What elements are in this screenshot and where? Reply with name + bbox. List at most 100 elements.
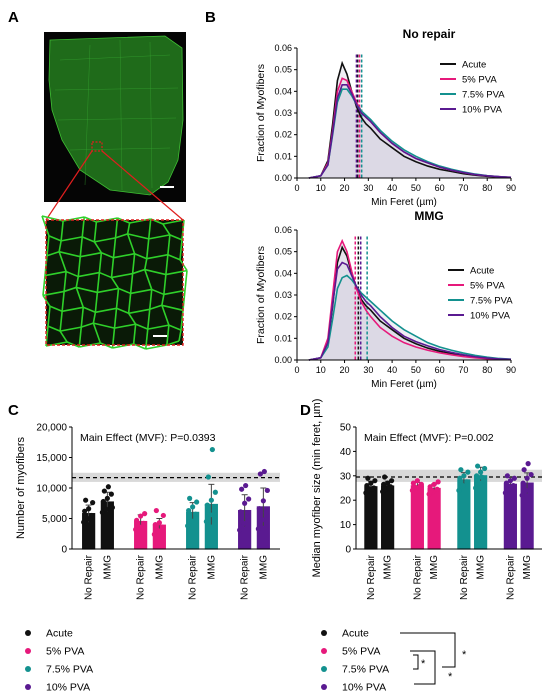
data-point	[260, 498, 266, 504]
bar	[427, 487, 441, 550]
data-point	[434, 486, 440, 492]
y-axis-label: Fraction of Myofibers	[255, 64, 267, 162]
chart-b-mmg: 0.00 0.01 0.02 0.03 0.04 0.05 0.06 0 10 20 30 40 50 6…	[255, 209, 516, 390]
data-point	[503, 480, 509, 486]
x-tick-label: MMG	[154, 555, 165, 580]
data-point	[82, 508, 88, 514]
significance-star: *	[462, 649, 467, 661]
data-point	[263, 509, 269, 515]
data-point	[189, 518, 195, 524]
series-line	[308, 261, 512, 361]
y-tick-label: 20,000	[36, 423, 67, 434]
x-tick-label: 70	[458, 365, 468, 375]
data-point	[134, 517, 140, 523]
data-point	[520, 480, 526, 486]
legend-marker	[25, 684, 31, 690]
legend-label: Acute	[470, 266, 494, 277]
x-tick-label: 40	[387, 365, 397, 375]
significance-bracket	[413, 654, 419, 670]
data-point	[207, 512, 213, 518]
bar	[364, 486, 378, 550]
legend-label: 5% PVA	[342, 646, 380, 658]
x-axis-label: Min Feret (µm)	[371, 197, 437, 208]
data-point	[527, 484, 533, 490]
data-point	[193, 511, 199, 517]
y-tick-label: 0.06	[274, 43, 292, 53]
data-point	[142, 511, 148, 517]
scale-bar	[160, 186, 174, 188]
y-tick-label: 0.00	[274, 355, 292, 365]
area-fill	[308, 63, 511, 178]
data-point	[482, 465, 488, 472]
legend-label: 10% PVA	[470, 311, 511, 322]
data-point	[414, 478, 420, 484]
data-point	[155, 528, 161, 534]
bar	[410, 485, 424, 550]
data-point	[159, 524, 165, 530]
data-point	[389, 478, 395, 484]
data-point	[242, 500, 248, 506]
data-point	[431, 481, 437, 487]
legend-marker	[321, 630, 327, 636]
data-point	[380, 489, 386, 495]
data-point	[465, 469, 471, 475]
y-tick-label: 0.04	[274, 268, 292, 278]
y-tick-label: 50	[340, 423, 352, 434]
data-point	[237, 527, 243, 533]
significance-star: *	[448, 671, 453, 683]
data-point	[105, 484, 111, 490]
legend-label: Acute	[342, 628, 369, 640]
legend-label: 7.5% PVA	[462, 90, 505, 101]
data-point	[205, 474, 211, 480]
data-point	[152, 522, 158, 528]
x-tick-label: No Repair	[188, 554, 199, 600]
panel-letter-b: B	[205, 9, 216, 26]
data-point	[151, 531, 157, 537]
chart-d-median-size: No Repair MMG No Repair MMG No Repair MMG No R…	[311, 399, 542, 600]
x-tick-label: MMG	[476, 555, 487, 580]
panel-letter-a: A	[8, 9, 19, 26]
data-point	[478, 469, 484, 475]
x-tick-label: MMG	[102, 555, 113, 580]
data-point	[246, 496, 252, 502]
legend-label: 7.5% PVA	[46, 664, 93, 676]
chart-title: Main Effect (MVF): P=0.0393	[80, 432, 216, 444]
data-point	[209, 446, 215, 453]
data-point	[475, 463, 481, 469]
data-point	[264, 487, 270, 494]
y-tick-label: 0.02	[274, 312, 292, 322]
data-point	[363, 490, 369, 496]
data-point	[502, 490, 508, 496]
y-axis-label: Fraction of Myofibers	[255, 246, 267, 344]
data-point	[418, 481, 424, 487]
data-point	[364, 482, 370, 489]
chart-b-no-repair: 0.00 0.01 0.02 0.03 0.04 0.05 0.06 0 10 20 30 40 50 6…	[255, 27, 516, 208]
chart-title: Main Effect (MVF): P=0.002	[364, 432, 494, 444]
data-point	[382, 474, 388, 480]
y-tick-label: 5,000	[42, 514, 67, 525]
data-point	[203, 518, 209, 525]
data-point	[457, 475, 463, 481]
y-tick-label: 0.01	[274, 151, 292, 161]
x-tick-label: No Repair	[412, 554, 423, 600]
panel-letter-d: D	[300, 402, 311, 419]
data-point	[507, 478, 513, 484]
legend-marker	[321, 666, 327, 672]
data-point	[511, 475, 517, 481]
y-axis-label: Median myofiber size (min feret, µm)	[311, 399, 323, 578]
data-point	[259, 517, 265, 523]
x-tick-label: 30	[363, 183, 373, 193]
data-point	[135, 522, 141, 528]
series-line	[308, 84, 512, 179]
legend-label: 5% PVA	[470, 281, 505, 292]
legend-label: 10% PVA	[462, 105, 503, 116]
data-point	[141, 520, 147, 526]
data-point	[257, 471, 263, 477]
legend-label: 7.5% PVA	[342, 664, 389, 676]
x-tick-label: 70	[458, 183, 468, 193]
zoom-connector-left	[45, 150, 93, 221]
data-point	[385, 480, 391, 486]
x-tick-label: MMG	[522, 555, 533, 580]
data-point	[108, 491, 114, 497]
x-tick-label: 0	[294, 365, 299, 375]
